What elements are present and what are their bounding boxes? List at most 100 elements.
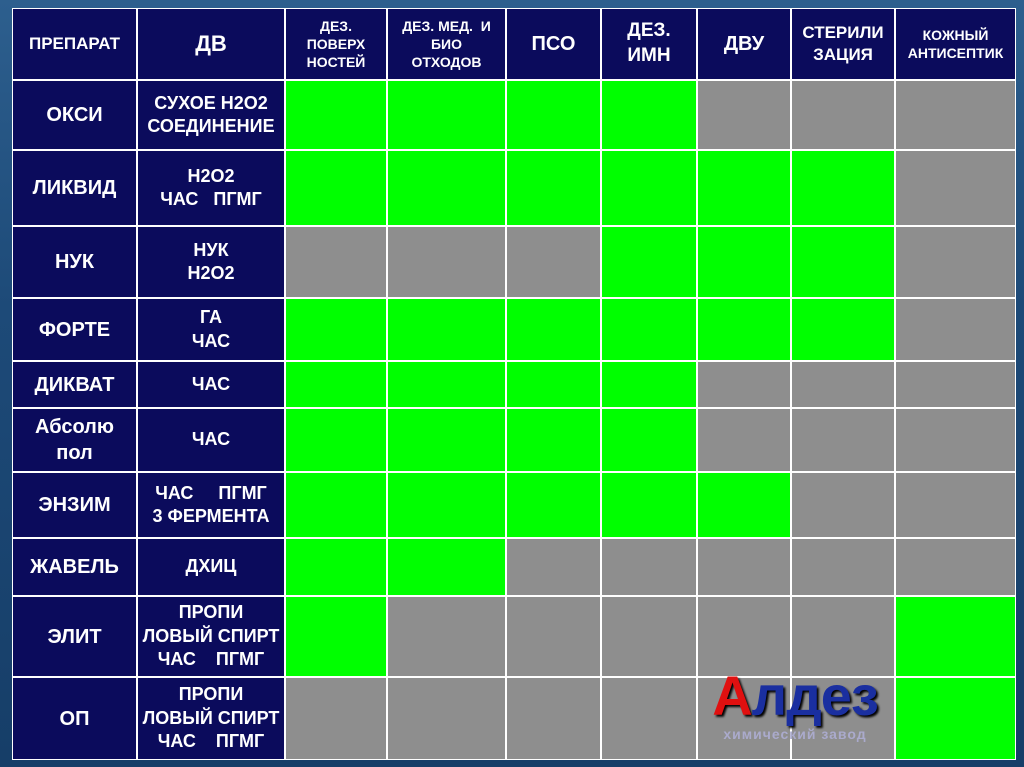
status-cell	[895, 361, 1016, 408]
status-cell	[506, 80, 601, 150]
status-cell	[895, 298, 1016, 361]
status-cell	[791, 408, 895, 472]
drug-name-cell: ЭНЗИМ	[12, 472, 137, 538]
cell-text: Абсолю	[35, 416, 114, 438]
drug-name-cell: ОКСИ	[12, 80, 137, 150]
status-cell	[697, 538, 791, 596]
status-cell	[791, 596, 895, 677]
cell-text: ЧАС	[191, 373, 231, 394]
status-cell	[506, 596, 601, 677]
status-cell	[895, 538, 1016, 596]
status-cell	[697, 677, 791, 760]
status-cell	[285, 408, 387, 472]
status-cell	[791, 150, 895, 226]
status-cell	[387, 361, 506, 408]
status-cell	[601, 226, 697, 298]
cell-text: ЛОВЫЙ СПИРТ	[142, 707, 280, 728]
agent-cell: НУК Н2О2	[137, 226, 285, 298]
logo-rest: лдез	[751, 664, 879, 727]
header-cell: ДЕЗ. МЕД. И БИО ОТХОДОВ	[387, 8, 506, 80]
status-cell	[285, 150, 387, 226]
status-cell	[387, 150, 506, 226]
status-cell	[895, 150, 1016, 226]
status-cell	[506, 361, 601, 408]
status-cell	[506, 298, 601, 361]
logo-word: Алдез	[705, 668, 885, 724]
status-cell	[697, 80, 791, 150]
drug-name-cell: Абсолю пол	[12, 408, 137, 472]
drug-name-cell: ДИКВАТ	[12, 361, 137, 408]
cell-text: 3 ФЕРМЕНТА	[152, 506, 270, 526]
cell-text: ДЕЗ.	[320, 17, 352, 34]
agent-cell: ЧАС	[137, 408, 285, 472]
cell-text: ПРОПИ	[178, 684, 244, 705]
cell-text: Н2О2	[187, 263, 235, 283]
cell-text: ЧАС ПГМГ	[157, 649, 265, 670]
cell-text: ЭНЗИМ	[38, 494, 111, 516]
status-cell	[285, 677, 387, 760]
cell-text: ИМН	[627, 45, 671, 66]
status-cell	[895, 226, 1016, 298]
header-cell: ДВУ	[697, 8, 791, 80]
status-cell	[895, 472, 1016, 538]
status-cell	[895, 408, 1016, 472]
status-cell	[285, 472, 387, 538]
cell-text: ОТХОДОВ	[411, 54, 482, 71]
cell-text: АНТИСЕПТИК	[907, 45, 1004, 61]
logo: Алдез химический завод	[705, 668, 885, 743]
status-cell	[387, 298, 506, 361]
agent-cell: ЧАС	[137, 361, 285, 408]
status-cell	[387, 538, 506, 596]
agent-cell: ДХИЦ	[137, 538, 285, 596]
cell-text: ДИКВАТ	[34, 373, 115, 396]
drug-name-cell: НУК	[12, 226, 137, 298]
drug-name-cell: ОП	[12, 677, 137, 760]
drug-name-cell: ЛИКВИД	[12, 150, 137, 226]
cell-text: ПРЕПАРАТ	[28, 33, 121, 53]
cell-text: ОП	[59, 707, 90, 730]
cell-text: пол	[56, 442, 93, 464]
agent-cell: Н2О2 ЧАС ПГМГ	[137, 150, 285, 226]
status-cell	[895, 677, 1016, 760]
cell-text: ПРОПИ	[178, 602, 244, 623]
status-cell	[506, 538, 601, 596]
status-cell	[387, 80, 506, 150]
status-cell	[506, 226, 601, 298]
cell-text: ДВ	[195, 30, 227, 56]
cell-text: ПОВЕРХ	[306, 35, 366, 52]
status-cell	[506, 408, 601, 472]
agent-cell: ПРОПИ ЛОВЫЙ СПИРТ ЧАС ПГМГ	[137, 677, 285, 760]
header-cell: ПСО	[506, 8, 601, 80]
status-cell	[387, 472, 506, 538]
header-cell: ДВ	[137, 8, 285, 80]
header-cell: СТЕРИЛИ ЗАЦИЯ	[791, 8, 895, 80]
status-cell	[697, 298, 791, 361]
cell-text: КОЖНЫЙ	[922, 26, 989, 43]
status-cell	[895, 596, 1016, 677]
status-cell	[791, 677, 895, 760]
status-cell	[601, 677, 697, 760]
cell-text: ЧАС ПГМГ	[155, 482, 267, 503]
status-cell	[601, 472, 697, 538]
cell-text: НУК	[54, 251, 95, 273]
status-cell	[506, 677, 601, 760]
status-cell	[791, 538, 895, 596]
status-cell	[697, 150, 791, 226]
header-cell: ДЕЗ. ПОВЕРХ НОСТЕЙ	[285, 8, 387, 80]
cell-text: ФОРТЕ	[38, 318, 111, 341]
header-cell: ПРЕПАРАТ	[12, 8, 137, 80]
agent-cell: ГА ЧАС	[137, 298, 285, 361]
cell-text: НОСТЕЙ	[306, 54, 366, 71]
status-cell	[601, 408, 697, 472]
cell-text: ДЕЗ. МЕД. И	[402, 17, 491, 34]
cell-text: ГА	[199, 307, 223, 328]
status-cell	[601, 538, 697, 596]
status-cell	[791, 298, 895, 361]
status-cell	[697, 596, 791, 677]
header-cell: КОЖНЫЙ АНТИСЕПТИК	[895, 8, 1016, 80]
drug-name-cell: ЖАВЕЛЬ	[12, 538, 137, 596]
header-cell: ДЕЗ. ИМН	[601, 8, 697, 80]
cell-text: ЛОВЫЙ СПИРТ	[142, 625, 280, 646]
status-cell	[387, 226, 506, 298]
